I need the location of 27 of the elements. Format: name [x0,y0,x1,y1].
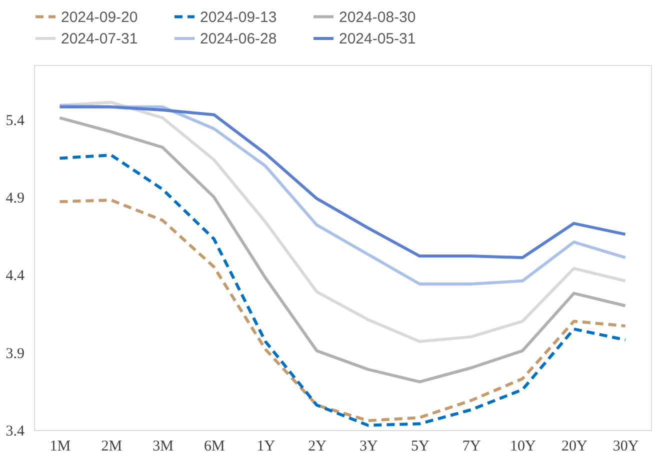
x-tick-label: 5Y [410,438,430,454]
legend-label: 2024-06-28 [200,30,277,48]
x-tick-label: 10Y [510,438,536,454]
x-tick-label: 1M [50,438,71,454]
x-tick-label: 20Y [561,438,588,454]
line-series [58,105,627,260]
x-tick-label: 2M [101,438,122,454]
line-series [58,198,627,422]
x-tick-label: 1Y [256,438,276,454]
y-tick-label: 3.9 [6,346,24,362]
x-tick-label: 30Y [612,438,639,454]
line-series [58,154,627,427]
legend-label: 2024-09-13 [200,8,277,26]
y-tick-label: 3.4 [6,424,25,440]
legend-label: 2024-07-31 [61,30,138,48]
legend-label: 2024-08-30 [339,8,416,26]
x-tick-label: 2Y [308,438,327,454]
legend-label: 2024-05-31 [339,30,416,48]
line-series [58,116,627,384]
y-tick-label: 4.4 [6,268,25,284]
y-tick-label: 5.4 [6,112,25,129]
x-tick-label: 3M [152,438,174,454]
x-tick-label: 7Y [462,438,481,454]
x-tick-label: 3Y [360,438,378,454]
x-tick-label: 6M [204,438,225,454]
legend-label: 2024-09-20 [61,8,138,26]
y-tick-label: 4.9 [6,190,24,207]
